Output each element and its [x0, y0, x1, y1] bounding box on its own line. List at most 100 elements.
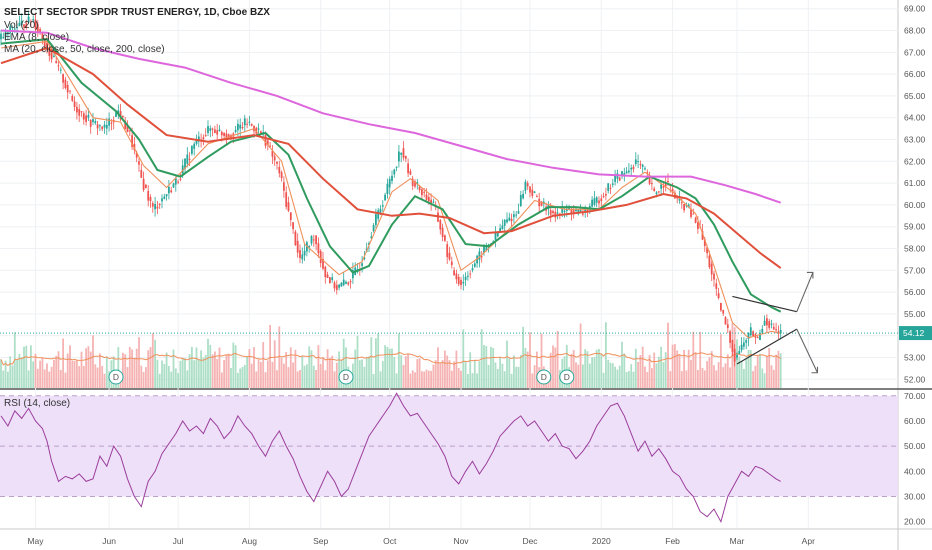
candle-body: [195, 139, 198, 144]
candle-body: [469, 273, 472, 275]
candle-body: [287, 202, 290, 211]
volume-bar: [41, 357, 44, 388]
candle-body: [694, 217, 697, 223]
ma-line-ma-200: [0, 29, 782, 204]
candle-body: [126, 125, 129, 133]
candle-body: [241, 126, 244, 129]
volume-bar: [96, 367, 99, 388]
volume-bar: [565, 344, 568, 388]
candle-body: [216, 130, 219, 135]
volume-bar: [434, 360, 437, 388]
candle-body: [7, 32, 9, 35]
candle-body: [570, 209, 573, 214]
volume-bar: [338, 351, 340, 388]
volume-bar: [292, 362, 294, 388]
candle-body: [529, 186, 531, 193]
volume-bar: [634, 348, 637, 388]
volume-bar: [611, 363, 614, 388]
candle-body: [473, 263, 476, 267]
rsi-band: [0, 395, 898, 497]
y-tick-label: 68.00: [904, 26, 926, 36]
volume-bar: [257, 359, 260, 388]
candle-body: [280, 172, 283, 179]
candle-body: [593, 198, 596, 205]
candle-body: [651, 183, 653, 185]
candle-body: [246, 123, 248, 125]
candle-body: [149, 197, 152, 202]
volume-bar: [225, 354, 228, 388]
candle-body: [331, 277, 334, 280]
volume-bar: [147, 350, 150, 388]
candle-body: [179, 178, 182, 180]
volume-bar: [299, 369, 301, 388]
volume-bar: [703, 370, 706, 388]
volume-bar: [101, 365, 104, 388]
volume-bar: [85, 348, 87, 388]
candle-body: [301, 254, 304, 260]
volume-bar: [439, 363, 442, 388]
candle-body: [333, 282, 336, 289]
volume-bar: [414, 372, 416, 388]
candle-body: [340, 282, 343, 287]
candle-body: [151, 203, 154, 207]
x-tick-label: Nov: [453, 536, 469, 546]
candle-body: [25, 23, 28, 28]
volume-bar: [103, 373, 106, 388]
candle-body: [145, 184, 147, 189]
volume-bar: [151, 333, 154, 388]
candle-body: [115, 112, 117, 117]
volume-bar: [154, 339, 156, 388]
volume-bar: [697, 369, 699, 388]
volume-bar: [699, 331, 702, 388]
volume-bar: [43, 369, 46, 388]
volume-bar: [230, 367, 232, 388]
candle-body: [522, 193, 524, 199]
candle-body: [326, 274, 329, 279]
candle-body: [57, 65, 60, 67]
volume-bar: [549, 352, 552, 388]
candle-body: [349, 281, 352, 283]
volume-bar: [662, 362, 665, 388]
volume-bar: [223, 359, 225, 388]
volume-bar: [319, 363, 322, 388]
volume-bar: [266, 360, 269, 388]
candle-body: [273, 156, 276, 161]
volume-bar: [485, 346, 488, 388]
candle-body: [563, 210, 566, 212]
candle-body: [124, 120, 127, 130]
volume-bar: [715, 370, 718, 388]
volume-bar: [496, 368, 499, 388]
volume-bar: [2, 370, 5, 388]
volume-bar: [455, 350, 458, 388]
candle-body: [457, 276, 460, 285]
candle-body: [575, 208, 577, 212]
volume-bar: [34, 353, 37, 388]
volume-bar: [204, 354, 207, 388]
candle-body: [549, 210, 552, 215]
volume-bar: [490, 346, 492, 388]
volume-bar: [446, 355, 449, 388]
volume-bar: [763, 373, 766, 388]
candle-body: [20, 20, 23, 26]
candle-body: [634, 159, 637, 165]
volume-bar: [105, 356, 108, 388]
candle-body: [186, 154, 189, 164]
candle-body: [172, 183, 175, 188]
candle-body: [621, 171, 623, 177]
volume-bar: [388, 348, 391, 388]
candle-body: [50, 52, 53, 60]
candle-body: [630, 167, 633, 170]
candle-body: [480, 256, 483, 258]
volume-bar: [460, 370, 462, 388]
candle-body: [370, 236, 373, 239]
volume-bar: [609, 362, 612, 388]
volume-bar: [322, 357, 324, 388]
volume-bar: [450, 370, 453, 388]
volume-bar: [524, 347, 527, 388]
y-tick-label: 58.00: [904, 243, 926, 253]
volume-bar: [657, 356, 660, 388]
candle-body: [110, 122, 113, 124]
volume-bar: [595, 349, 598, 388]
candle-body: [207, 126, 209, 133]
